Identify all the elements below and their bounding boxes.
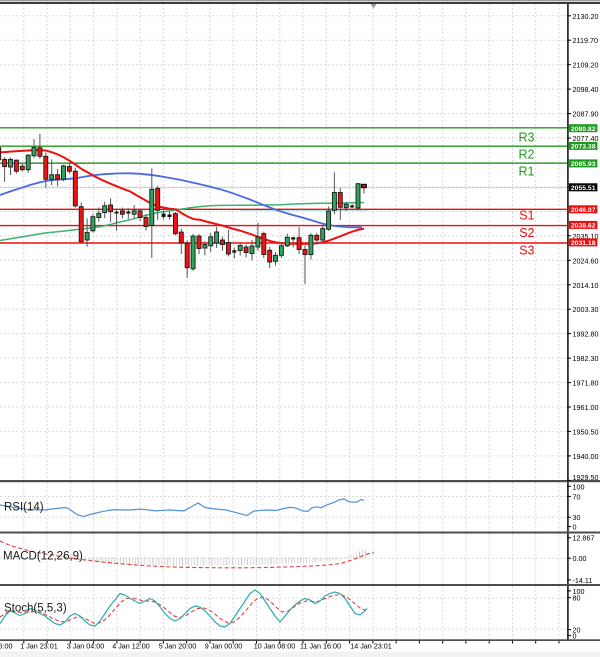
svg-text:20: 20 xyxy=(573,626,581,635)
svg-text:1992.80: 1992.80 xyxy=(573,330,599,339)
svg-text:0: 0 xyxy=(573,631,577,640)
svg-text:0.00: 0.00 xyxy=(573,554,587,563)
svg-text:3 Jan 04:00: 3 Jan 04:00 xyxy=(67,642,105,651)
svg-text:100: 100 xyxy=(573,482,585,491)
svg-text:1950.50: 1950.50 xyxy=(573,427,599,436)
svg-text:12.867: 12.867 xyxy=(573,534,595,543)
svg-text:11 Jan 16:00: 11 Jan 16:00 xyxy=(300,642,341,651)
svg-text:R1: R1 xyxy=(519,165,535,179)
svg-text:2038.62: 2038.62 xyxy=(571,223,596,230)
svg-text:1 Jan 23:01: 1 Jan 23:01 xyxy=(20,642,58,651)
svg-text:2073.38: 2073.38 xyxy=(571,144,596,151)
svg-text:RSI(14): RSI(14) xyxy=(4,502,44,514)
svg-text:2109.20: 2109.20 xyxy=(573,61,599,70)
svg-text:30: 30 xyxy=(573,513,581,522)
svg-text:1971.80: 1971.80 xyxy=(573,379,599,388)
svg-text:MACD(12,26,9): MACD(12,26,9) xyxy=(3,551,83,563)
svg-text:2035.10: 2035.10 xyxy=(573,232,599,241)
svg-text:80: 80 xyxy=(573,594,581,603)
svg-text:70: 70 xyxy=(573,492,581,501)
svg-text:16:00: 16:00 xyxy=(0,642,13,651)
svg-text:-14.11: -14.11 xyxy=(573,576,593,585)
svg-text:2065.93: 2065.93 xyxy=(571,161,596,168)
svg-text:2080.82: 2080.82 xyxy=(571,126,596,133)
svg-text:4 Jan 12:00: 4 Jan 12:00 xyxy=(112,642,150,651)
svg-text:2055.51: 2055.51 xyxy=(571,185,596,192)
svg-text:14 Jan 23:01: 14 Jan 23:01 xyxy=(350,642,392,651)
svg-text:1929.50: 1929.50 xyxy=(573,473,599,482)
svg-text:100: 100 xyxy=(573,587,585,596)
svg-text:2024.60: 2024.60 xyxy=(573,256,599,265)
svg-text:S3: S3 xyxy=(519,244,534,258)
svg-text:Stoch(5,5,3): Stoch(5,5,3) xyxy=(4,603,67,615)
svg-text:S2: S2 xyxy=(519,226,534,240)
svg-text:0: 0 xyxy=(573,523,577,532)
svg-text:5 Jan 20:00: 5 Jan 20:00 xyxy=(159,642,197,651)
svg-text:9 Jan 00:00: 9 Jan 00:00 xyxy=(205,642,243,651)
svg-text:R2: R2 xyxy=(519,148,535,162)
svg-text:R3: R3 xyxy=(519,131,535,145)
svg-text:2077.40: 2077.40 xyxy=(573,134,599,143)
svg-text:2014.10: 2014.10 xyxy=(573,281,599,290)
svg-text:2119.70: 2119.70 xyxy=(573,36,598,45)
svg-text:2130.20: 2130.20 xyxy=(573,12,599,21)
svg-text:2046.07: 2046.07 xyxy=(571,207,596,214)
svg-text:S1: S1 xyxy=(519,209,534,223)
svg-text:2087.90: 2087.90 xyxy=(573,110,599,119)
svg-text:1982.30: 1982.30 xyxy=(573,354,599,363)
svg-text:2098.40: 2098.40 xyxy=(573,85,599,94)
svg-text:2003.30: 2003.30 xyxy=(573,305,599,314)
svg-text:10 Jan 08:00: 10 Jan 08:00 xyxy=(254,642,296,651)
svg-text:1961.00: 1961.00 xyxy=(573,403,599,412)
svg-text:2031.18: 2031.18 xyxy=(571,240,596,247)
svg-text:1940.00: 1940.00 xyxy=(573,452,599,461)
